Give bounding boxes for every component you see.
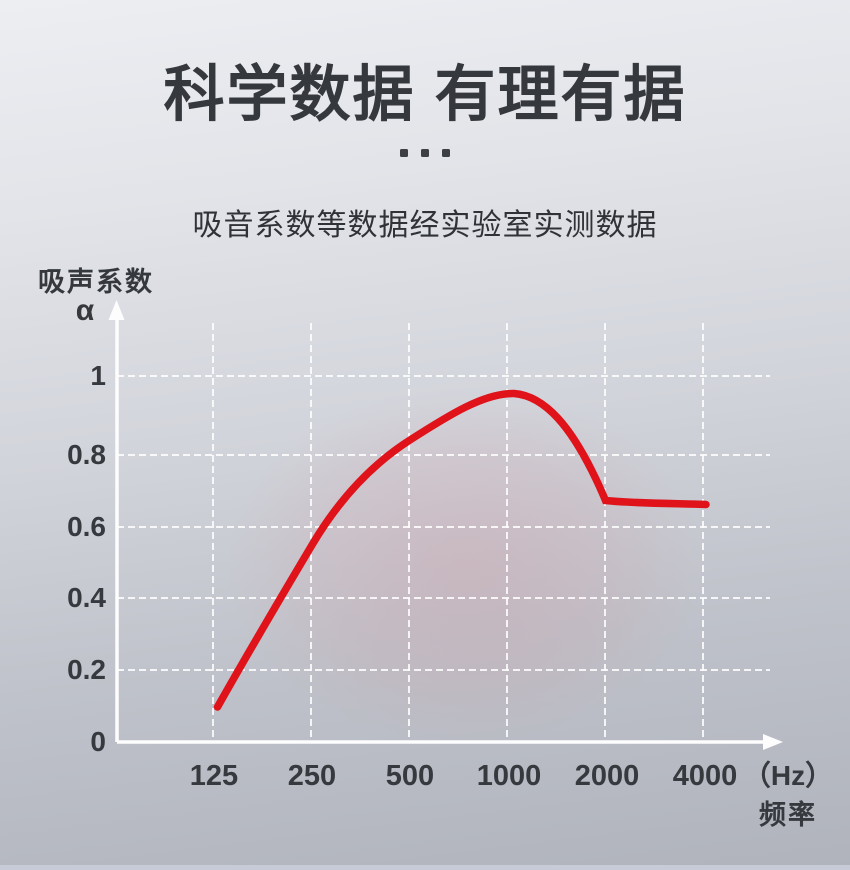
y-axis-arrow-icon (108, 300, 125, 320)
divider-dot (442, 149, 450, 157)
y-tick-0.8: 0.8 (67, 439, 106, 470)
y-tick-1: 1 (90, 360, 106, 391)
x-axis-arrow-icon (763, 734, 783, 750)
y-axis-symbol: α (75, 294, 95, 327)
x-tick-2000: 2000 (574, 760, 640, 792)
ellipsis-divider-icon (0, 149, 850, 157)
section-divider (0, 865, 850, 870)
axes (115, 316, 766, 744)
horizontal-gridlines (117, 375, 770, 671)
x-tick-4000: 4000 (672, 760, 738, 792)
divider-dot (421, 149, 429, 157)
y-tick-0.6: 0.6 (67, 511, 106, 542)
y-tick-0.2: 0.2 (67, 654, 106, 685)
absorption-curve (213, 389, 710, 711)
x-axis-unit: （Hz） (742, 760, 834, 791)
x-axis-label: 频率 (759, 800, 817, 830)
page-title: 科学数据 有理有据 (163, 60, 687, 128)
x-tick-250: 250 (287, 760, 337, 792)
y-tick-0: 0 (90, 726, 106, 757)
x-tick-125: 125 (189, 760, 239, 792)
x-tick-1000: 1000 (476, 760, 542, 792)
vertical-gridlines (212, 323, 704, 742)
y-axis-title: 吸声系数 (38, 267, 154, 297)
divider-dot (400, 149, 408, 157)
y-tick-0.4: 0.4 (67, 582, 106, 613)
x-tick-500: 500 (385, 760, 435, 792)
page-subtitle: 吸音系数等数据经实验室实测数据 (192, 209, 658, 242)
